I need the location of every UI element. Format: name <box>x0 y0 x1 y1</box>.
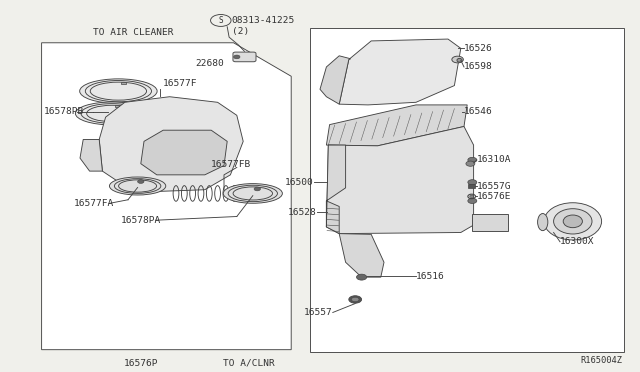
Polygon shape <box>80 140 102 171</box>
Text: 16577F: 16577F <box>163 79 197 88</box>
Text: 16557G: 16557G <box>477 182 511 190</box>
Circle shape <box>470 195 474 198</box>
Ellipse shape <box>109 177 166 195</box>
Circle shape <box>351 297 359 302</box>
Polygon shape <box>339 234 384 277</box>
Polygon shape <box>326 105 467 146</box>
Bar <box>472 214 508 231</box>
Ellipse shape <box>544 203 602 240</box>
Text: 16526: 16526 <box>464 44 493 53</box>
Text: 16578PA: 16578PA <box>120 216 161 225</box>
Ellipse shape <box>563 215 582 228</box>
Text: 16598: 16598 <box>464 62 493 71</box>
Circle shape <box>466 161 475 166</box>
Text: 16310A: 16310A <box>477 155 511 164</box>
Polygon shape <box>339 39 461 105</box>
FancyBboxPatch shape <box>233 52 256 62</box>
Ellipse shape <box>76 102 148 125</box>
Ellipse shape <box>538 214 548 231</box>
Ellipse shape <box>223 184 282 203</box>
Ellipse shape <box>80 79 157 103</box>
Circle shape <box>234 55 240 59</box>
Circle shape <box>356 274 367 280</box>
Text: (2): (2) <box>232 27 249 36</box>
Ellipse shape <box>457 58 462 62</box>
Text: 22680: 22680 <box>195 59 224 68</box>
Text: 16528: 16528 <box>288 208 317 217</box>
Polygon shape <box>326 145 346 227</box>
Bar <box>468 184 475 188</box>
Text: 16557: 16557 <box>304 308 333 317</box>
Text: 16576E: 16576E <box>477 192 511 201</box>
Text: 16300X: 16300X <box>560 237 595 246</box>
Polygon shape <box>326 201 339 234</box>
Circle shape <box>468 157 477 163</box>
Polygon shape <box>99 97 243 192</box>
Polygon shape <box>320 56 351 104</box>
Text: 16578PB: 16578PB <box>44 107 84 116</box>
Bar <box>310 28 624 352</box>
Text: 16577FB: 16577FB <box>211 160 252 169</box>
Circle shape <box>468 180 477 185</box>
Text: 16516: 16516 <box>416 272 445 280</box>
Text: 16500: 16500 <box>285 178 314 187</box>
Text: 08313-41225: 08313-41225 <box>232 16 295 25</box>
Polygon shape <box>326 126 474 234</box>
Circle shape <box>468 198 477 203</box>
Ellipse shape <box>452 56 463 63</box>
Bar <box>115 105 119 107</box>
Circle shape <box>254 187 260 191</box>
Polygon shape <box>141 130 227 175</box>
Text: TO A/CLNR: TO A/CLNR <box>223 359 275 368</box>
Bar <box>121 82 126 84</box>
Text: S: S <box>218 16 223 25</box>
Text: 16577FA: 16577FA <box>74 199 114 208</box>
Text: 16576P: 16576P <box>124 359 158 368</box>
Text: 16546: 16546 <box>464 107 493 116</box>
Ellipse shape <box>554 209 592 234</box>
Circle shape <box>349 296 362 303</box>
Text: TO AIR CLEANER: TO AIR CLEANER <box>93 28 173 37</box>
Polygon shape <box>42 43 291 350</box>
Circle shape <box>138 180 144 183</box>
Text: R165004Z: R165004Z <box>580 356 622 365</box>
